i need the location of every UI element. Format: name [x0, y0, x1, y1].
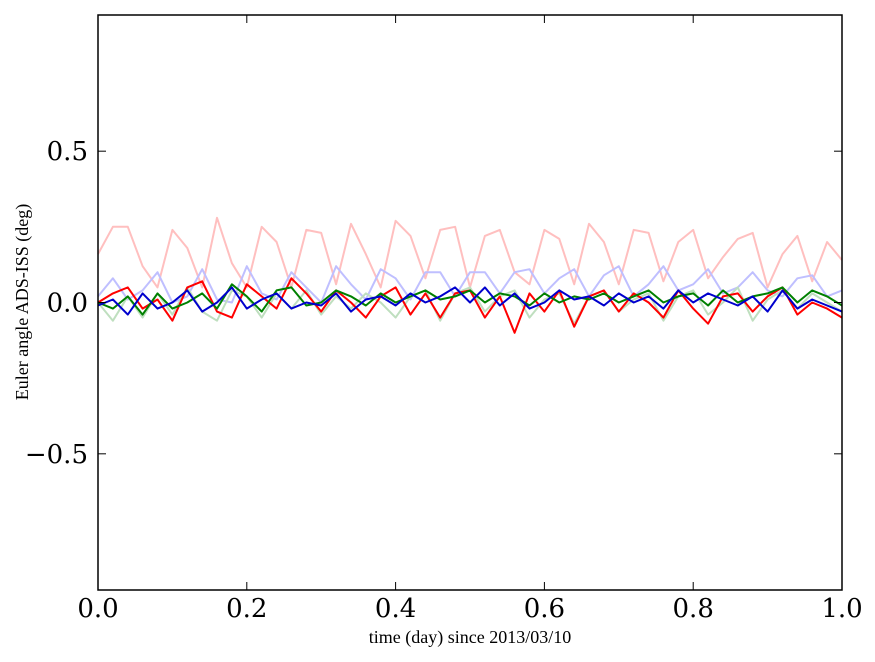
y-tick-label: 0.5: [47, 137, 88, 167]
y-tick-label: −0.5: [25, 440, 88, 470]
x-tick-label: 0.8: [673, 594, 714, 624]
x-tick-label: 0.0: [77, 594, 118, 624]
x-axis-label: time (day) since 2013/03/10: [369, 627, 571, 648]
series-line-5: [97, 283, 843, 316]
x-tick-label: 0.2: [226, 594, 267, 624]
y-axis-label: Euler angle ADS-ISS (deg): [12, 204, 33, 400]
series-line-6: [97, 286, 843, 316]
x-tick-label: 0.6: [524, 594, 565, 624]
series-layer: [97, 216, 843, 334]
tick-layer: 0.0 0.2 0.4 0.6 0.8 1.0 −0.5 0.0 0.5: [25, 15, 863, 624]
x-tick-label: 0.4: [375, 594, 416, 624]
x-tick-label: 1.0: [821, 594, 862, 624]
y-tick-label: 0.0: [47, 289, 88, 319]
